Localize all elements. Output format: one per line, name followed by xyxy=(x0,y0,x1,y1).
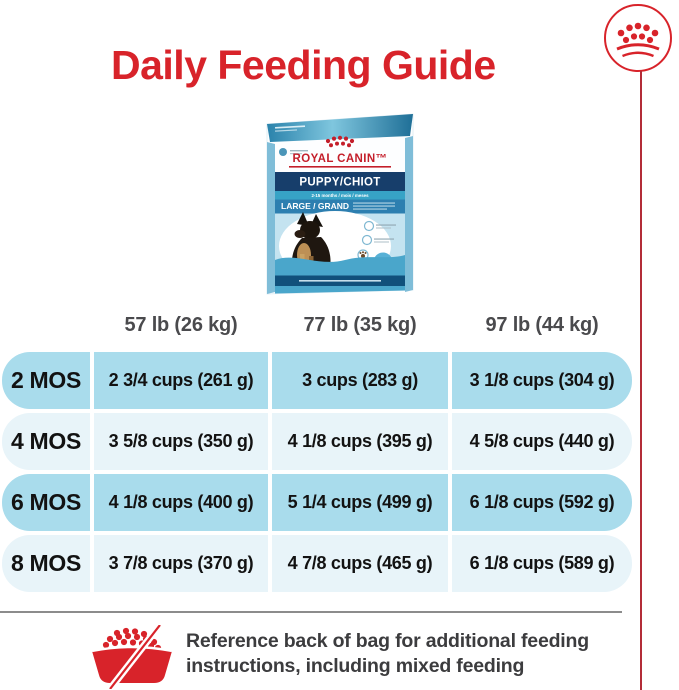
table-row: 6 MOS 4 1/8 cups (400 g) 5 1/4 cups (499… xyxy=(2,474,634,531)
bag-tag-icon xyxy=(279,148,287,156)
page-title: Daily Feeding Guide xyxy=(111,42,496,88)
col-header-97lb: 97 lb (44 kg) xyxy=(485,314,599,336)
row-label: 2 MOS xyxy=(2,352,90,409)
col-header-77lb: 77 lb (35 kg) xyxy=(303,314,417,336)
feeding-value: 4 1/8 cups (395 g) xyxy=(272,413,448,470)
feeding-value: 6 1/8 cups (589 g) xyxy=(452,535,632,592)
crown-icon xyxy=(616,22,660,58)
product-bag-image: ROYAL CANIN™ PUPPY/CHIOT 2-15 months / m… xyxy=(259,106,421,300)
row-label: 6 MOS xyxy=(2,474,90,531)
footer-divider xyxy=(0,611,622,613)
feeding-value: 6 1/8 cups (592 g) xyxy=(452,474,632,531)
table-row: 4 MOS 3 5/8 cups (350 g) 4 1/8 cups (395… xyxy=(2,413,634,470)
bag-crown-icon xyxy=(325,135,355,148)
feeding-value: 3 1/8 cups (304 g) xyxy=(452,352,632,409)
col-header-57lb: 57 lb (26 kg) xyxy=(124,314,238,336)
bag-feature-icon xyxy=(363,220,375,232)
feeding-value: 2 3/4 cups (261 g) xyxy=(94,352,268,409)
row-label: 4 MOS xyxy=(2,413,90,470)
bag-brand: ROYAL CANIN™ xyxy=(293,153,388,165)
bag-feature-icon xyxy=(361,234,373,246)
footer-note: Reference back of bag for additional fee… xyxy=(186,630,589,677)
red-divider-line xyxy=(640,71,642,690)
table-row: 2 MOS 2 3/4 cups (261 g) 3 cups (283 g) … xyxy=(2,352,634,409)
feeding-value: 4 1/8 cups (400 g) xyxy=(94,474,268,531)
feeding-value: 4 5/8 cups (440 g) xyxy=(452,413,632,470)
feeding-value: 3 5/8 cups (350 g) xyxy=(94,413,268,470)
feeding-value: 3 7/8 cups (370 g) xyxy=(94,535,268,592)
bag-age-range: 2-15 months / mois / meses xyxy=(311,193,369,198)
food-bowl-icon xyxy=(84,625,182,689)
bag-top-seal xyxy=(267,114,413,142)
bag-product-name: PUPPY/CHIOT xyxy=(299,177,380,189)
row-label: 8 MOS xyxy=(2,535,90,592)
feeding-value: 5 1/4 cups (499 g) xyxy=(272,474,448,531)
table-row: 8 MOS 3 7/8 cups (370 g) 4 7/8 cups (465… xyxy=(2,535,634,592)
royal-canin-logo xyxy=(604,4,672,72)
bag-size-label: LARGE / GRAND xyxy=(281,201,349,211)
feeding-value: 3 cups (283 g) xyxy=(272,352,448,409)
feeding-value: 4 7/8 cups (465 g) xyxy=(272,535,448,592)
